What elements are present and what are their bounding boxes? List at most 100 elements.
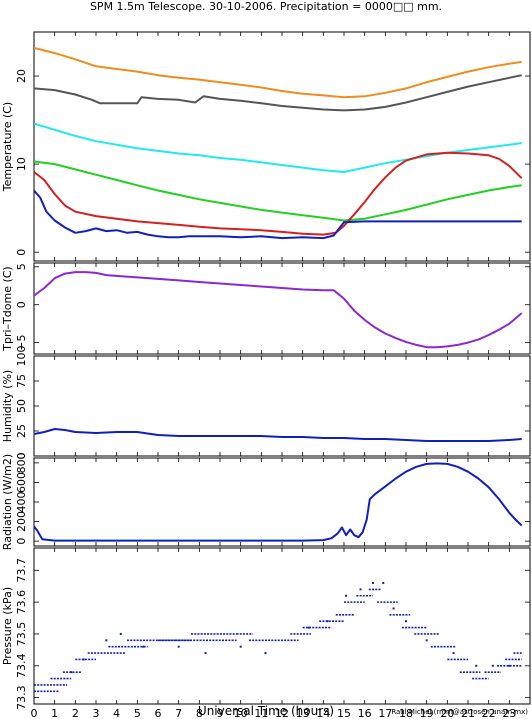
y-tick-label: 100 xyxy=(15,346,28,367)
y-tick-label: −5 xyxy=(15,335,28,351)
y-tick-label: 73.7 xyxy=(15,558,28,583)
series-line-blue xyxy=(34,189,522,240)
y-axis-label: Radiation (W/m2) xyxy=(1,454,14,550)
x-tick-label: 19 xyxy=(420,707,434,719)
y-axis-label: Tpri–Tdome (C) xyxy=(1,266,14,351)
x-tick-label: 16 xyxy=(358,707,372,719)
pressure-point xyxy=(204,652,207,655)
panel-frame xyxy=(33,31,531,262)
y-axis-label: Pressure (kPa) xyxy=(1,587,14,665)
series-line-blue xyxy=(34,462,523,542)
pressure-point xyxy=(371,582,374,585)
x-tick-label: 3 xyxy=(93,707,100,719)
x-tick-label: 18 xyxy=(399,707,413,719)
panel-5: 0 1 2 3 4 5 6 7 8 9 10 11 12 13 14 15 16 17 18 19 20 21 22 2373… xyxy=(1,547,531,719)
y-axis-label: Temperature (C) xyxy=(1,102,14,192)
pressure-point xyxy=(345,594,348,597)
x-tick-label: 13 xyxy=(296,707,310,719)
x-tick-label: 7 xyxy=(175,707,182,719)
y-tick-label: 600 xyxy=(15,472,28,493)
x-axis-label: Universal Time (hours) xyxy=(198,704,334,718)
pressure-point xyxy=(326,620,329,623)
y-tick-label: 73.4 xyxy=(15,654,28,679)
plot-area xyxy=(34,428,522,442)
pressure-point xyxy=(264,652,267,655)
pressure-point xyxy=(177,645,180,648)
y-tick-label: 0 xyxy=(15,453,28,460)
pressure-point xyxy=(307,626,310,629)
plot-area xyxy=(34,582,522,693)
pressure-point xyxy=(382,582,385,585)
x-tick-label: 0 xyxy=(31,707,38,719)
pressure-point xyxy=(142,645,145,648)
pressure-point xyxy=(392,607,395,610)
y-tick-label: 5 xyxy=(15,263,28,270)
series-line-gray xyxy=(34,74,522,112)
y-tick-label: 0 xyxy=(15,538,28,545)
x-tick-label: 10 xyxy=(234,707,248,719)
panel-frame xyxy=(33,547,531,705)
pressure-point xyxy=(70,671,73,674)
y-tick-label: 800 xyxy=(15,452,28,473)
pressure-point xyxy=(475,664,478,667)
y-tick-label: 73.5 xyxy=(15,622,28,647)
plot-area xyxy=(34,462,523,542)
x-tick-label: 12 xyxy=(275,707,289,719)
x-tick-label: 21 xyxy=(461,707,475,719)
y-tick-label: 25 xyxy=(15,424,28,438)
pressure-point xyxy=(405,620,407,623)
series-line-cyan xyxy=(34,122,522,173)
y-tick-label: 0 xyxy=(15,249,28,256)
x-tick-label: 15 xyxy=(337,707,351,719)
panel-frame xyxy=(33,457,531,547)
x-tick-label: 5 xyxy=(134,707,141,719)
series-line-orange xyxy=(34,46,522,99)
x-tick-label: 17 xyxy=(378,707,392,719)
pressure-point xyxy=(359,588,362,591)
x-tick-label: 14 xyxy=(316,707,330,719)
pressure-point xyxy=(491,664,494,667)
x-tick-label: 20 xyxy=(440,707,454,719)
x-tick-label: 6 xyxy=(155,707,162,719)
y-tick-label: 50 xyxy=(15,399,28,413)
plot-area xyxy=(34,271,523,349)
x-tick-label: 23 xyxy=(502,707,516,719)
panel-frame xyxy=(33,262,531,355)
x-tick-label: 8 xyxy=(196,707,203,719)
y-tick-label: 20 xyxy=(15,69,28,83)
figure-title: SPM 1.5m Telescope. 30-10-2006. Precipit… xyxy=(90,0,442,13)
series-line-purple xyxy=(34,271,523,349)
y-axis-label: Humidity (%) xyxy=(1,370,14,442)
plot-area xyxy=(34,46,523,240)
y-tick-label: 200 xyxy=(15,511,28,532)
pressure-point xyxy=(105,639,108,642)
pressure-point xyxy=(119,632,122,635)
pressure-point xyxy=(239,645,242,648)
y-tick-label: 0 xyxy=(15,301,28,308)
y-tick-label: 75 xyxy=(15,374,28,388)
x-tick-label: 9 xyxy=(217,707,224,719)
pressure-point xyxy=(452,652,455,655)
x-tick-label: 2 xyxy=(72,707,79,719)
panel-1: 0 10 20 Temperature (C) xyxy=(1,31,531,262)
pressure-point xyxy=(82,658,85,661)
pressure-point xyxy=(508,664,511,667)
y-tick-label: 400 xyxy=(15,492,28,513)
credit-text: Raul Michel (rmm@astrosen.unam.mx) xyxy=(391,708,528,716)
pressure-point xyxy=(425,639,428,642)
series-line-green xyxy=(34,160,522,222)
x-tick-label: 11 xyxy=(254,707,268,719)
series-line-blue xyxy=(34,428,522,442)
y-tick-label: 73.3 xyxy=(15,685,28,710)
y-tick-label: 10 xyxy=(15,157,28,171)
x-tick-label: 22 xyxy=(482,707,496,719)
y-tick-label: 73.6 xyxy=(15,590,28,615)
series-line-red xyxy=(34,151,523,236)
x-tick-label: 4 xyxy=(113,707,120,719)
x-tick-label: 1 xyxy=(51,707,58,719)
